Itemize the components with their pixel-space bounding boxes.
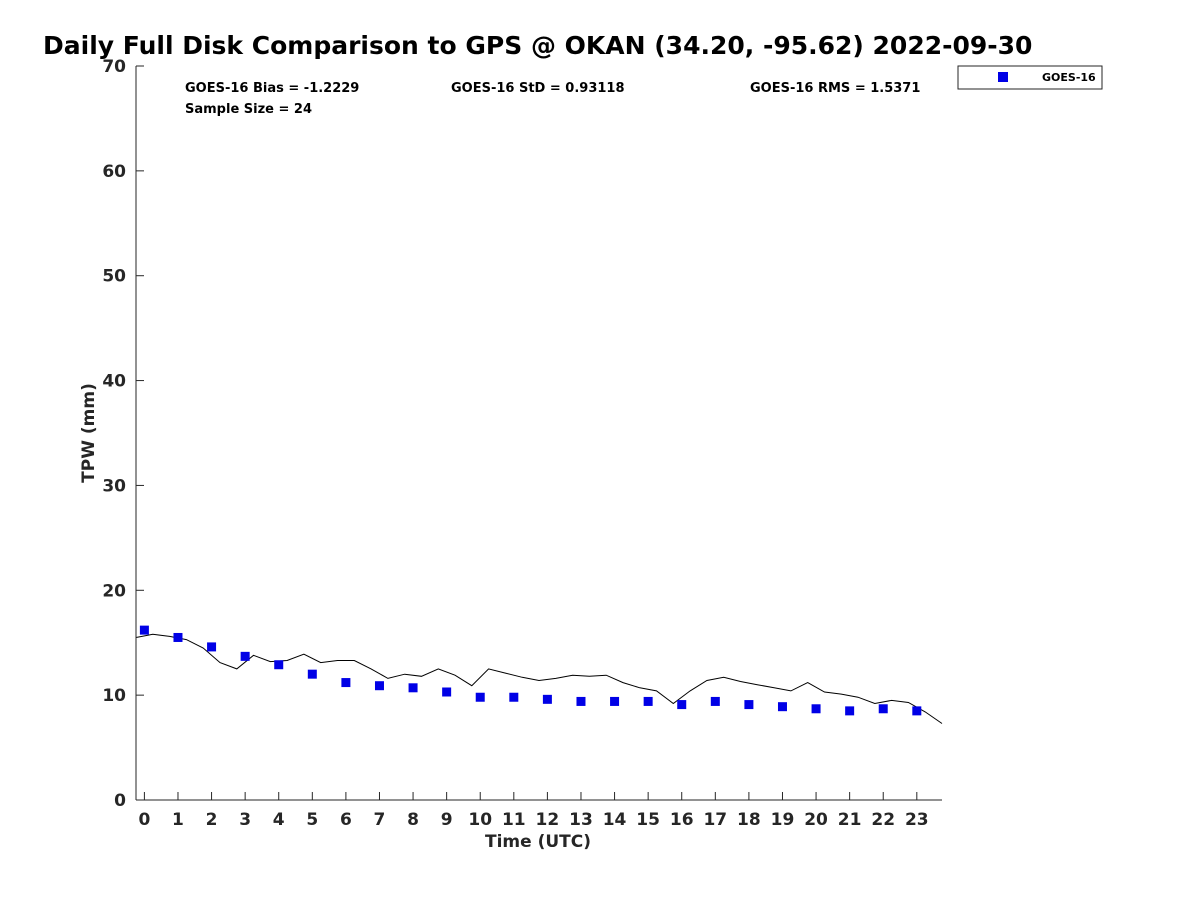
goes-16-point bbox=[912, 706, 922, 716]
x-tick-label: 22 bbox=[871, 810, 895, 830]
goes-16-point bbox=[677, 700, 687, 710]
x-tick-label: 3 bbox=[239, 810, 251, 830]
goes-16-point bbox=[240, 651, 250, 661]
x-tick-label: 15 bbox=[636, 810, 660, 830]
x-tick-label: 1 bbox=[172, 810, 184, 830]
y-tick-label: 50 bbox=[102, 267, 126, 287]
y-tick-label: 20 bbox=[102, 581, 126, 601]
goes-16-point bbox=[811, 704, 821, 714]
std-stat: GOES-16 StD = 0.93118 bbox=[451, 81, 625, 96]
y-ticks: 0 10 20 30 40 50 60 70 bbox=[102, 57, 144, 811]
y-tick-label: 30 bbox=[102, 476, 126, 496]
goes-16-point bbox=[878, 704, 888, 714]
goes-16-point bbox=[139, 625, 149, 635]
y-tick-label: 60 bbox=[102, 162, 126, 182]
goes-16-point bbox=[643, 696, 653, 706]
goes-16-point bbox=[408, 683, 418, 693]
x-tick-label: 16 bbox=[670, 810, 694, 830]
goes-16-point bbox=[274, 660, 284, 670]
x-tick-label: 11 bbox=[502, 810, 526, 830]
goes-16-point bbox=[442, 687, 452, 697]
goes-16-point bbox=[341, 678, 351, 688]
x-tick-label: 6 bbox=[340, 810, 352, 830]
x-tick-label: 18 bbox=[737, 810, 761, 830]
legend-marker bbox=[998, 72, 1008, 82]
goes-16-point bbox=[845, 706, 855, 716]
plot-area: 0 1 2 3 4 5 6 7 8 9 10 11 12 13 14 15 16 17 18 19 20 21 22 23 0… bbox=[102, 57, 943, 830]
x-tick-label: 23 bbox=[905, 810, 929, 830]
goes-16-point bbox=[374, 681, 384, 691]
y-tick-label: 0 bbox=[114, 791, 126, 811]
legend: GOES-16 bbox=[957, 65, 1103, 90]
x-tick-label: 13 bbox=[569, 810, 593, 830]
goes-16-point bbox=[744, 700, 754, 710]
x-tick-label: 10 bbox=[468, 810, 492, 830]
x-tick-label: 19 bbox=[771, 810, 795, 830]
goes-16-series bbox=[139, 625, 922, 716]
rms-stat: GOES-16 RMS = 1.5371 bbox=[750, 81, 920, 96]
x-tick-label: 21 bbox=[838, 810, 862, 830]
goes-16-point bbox=[207, 642, 217, 652]
chart-title: Daily Full Disk Comparison to GPS @ OKAN… bbox=[43, 31, 1032, 60]
legend-label: GOES-16 bbox=[1042, 71, 1096, 84]
y-tick-label: 70 bbox=[102, 57, 126, 77]
x-tick-label: 8 bbox=[407, 810, 419, 830]
x-axis-label: Time (UTC) bbox=[485, 832, 591, 852]
x-tick-label: 14 bbox=[603, 810, 627, 830]
gps-line-series bbox=[135, 633, 943, 724]
goes-16-point bbox=[173, 632, 183, 642]
x-ticks: 0 1 2 3 4 5 6 7 8 9 10 11 12 13 14 15 16 17 18 19 20 21 22 23 bbox=[138, 792, 929, 830]
y-tick-label: 40 bbox=[102, 372, 126, 392]
goes-16-point bbox=[576, 696, 586, 706]
x-tick-label: 4 bbox=[273, 810, 285, 830]
x-tick-label: 20 bbox=[804, 810, 828, 830]
goes-16-point bbox=[610, 696, 620, 706]
x-tick-label: 9 bbox=[441, 810, 453, 830]
axes bbox=[135, 66, 942, 801]
y-tick-label: 10 bbox=[102, 686, 126, 706]
gps-line bbox=[135, 633, 943, 724]
x-tick-label: 12 bbox=[536, 810, 560, 830]
y-axis-label: TPW (mm) bbox=[79, 383, 99, 483]
bias-stat: GOES-16 Bias = -1.2229 bbox=[185, 81, 359, 96]
goes-16-point bbox=[509, 692, 519, 702]
sample-size-stat: Sample Size = 24 bbox=[185, 102, 312, 117]
x-tick-label: 5 bbox=[306, 810, 318, 830]
legend-box bbox=[957, 65, 1103, 90]
x-tick-label: 2 bbox=[206, 810, 218, 830]
goes-16-point bbox=[777, 702, 787, 712]
goes-16-point bbox=[307, 669, 317, 679]
x-tick-label: 17 bbox=[703, 810, 727, 830]
goes-16-point bbox=[710, 696, 720, 706]
x-tick-label: 7 bbox=[374, 810, 386, 830]
goes-16-point bbox=[542, 694, 552, 704]
x-tick-label: 0 bbox=[138, 810, 150, 830]
goes-16-point bbox=[475, 692, 485, 702]
